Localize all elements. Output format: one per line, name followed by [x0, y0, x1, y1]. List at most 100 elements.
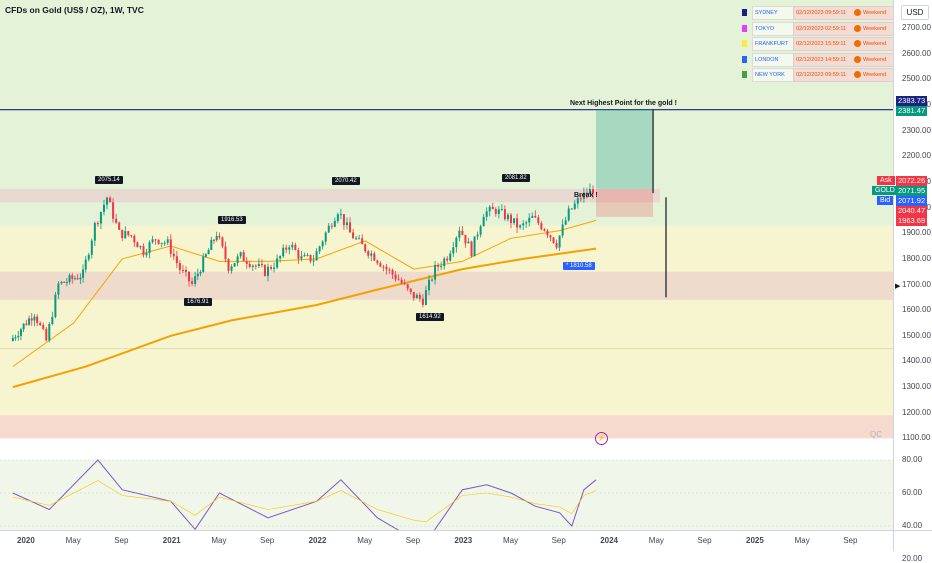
price-axis[interactable]: 2700.002600.002500.002400.002300.002200.…	[893, 0, 932, 563]
candle-body	[45, 328, 48, 341]
session-status: Weekend	[863, 56, 887, 63]
price-tick-label: 1300.00	[902, 382, 931, 392]
candle-body	[424, 290, 427, 305]
candle-body	[409, 288, 412, 293]
callout-1810: * 1810.58	[563, 262, 595, 270]
candle-body	[415, 295, 418, 299]
candle-body	[181, 269, 184, 271]
candle-body	[28, 318, 31, 325]
candle-body	[592, 189, 595, 194]
price-chart[interactable]	[0, 0, 893, 530]
profit-zone	[596, 109, 654, 190]
candle-body	[133, 235, 136, 243]
candle-body	[464, 234, 467, 244]
candle-body	[431, 279, 434, 281]
symbol-title: CFDs on Gold (US$ / OZ), 1W, TVC	[5, 5, 144, 15]
candle-body	[567, 208, 570, 221]
price-tick-label: 2700.00	[902, 23, 931, 32]
candle-body	[306, 254, 309, 256]
candle-body	[204, 254, 207, 257]
candle-body	[373, 253, 376, 261]
candle-body	[449, 253, 452, 261]
candle-body	[39, 322, 42, 326]
candle-body	[358, 238, 361, 240]
candle-body	[109, 197, 112, 203]
candle-body	[151, 239, 154, 243]
candle-body	[412, 292, 415, 299]
time-tick-label: Sep	[697, 536, 712, 545]
session-color-swatch	[742, 9, 747, 16]
rsi-line	[12, 459, 597, 530]
lightning-icon[interactable]: ⚡	[595, 432, 608, 445]
candle-body	[71, 275, 74, 279]
bid-price-tag: 2071.92	[896, 196, 928, 206]
candle-body	[142, 246, 145, 256]
session-time: 02/12/2023 15:59:11 Weekend	[793, 37, 893, 51]
candle-body	[300, 256, 303, 259]
candle-body	[361, 238, 364, 245]
candle-body	[145, 252, 148, 256]
candle-body	[564, 220, 567, 225]
candle-body	[282, 247, 285, 257]
price-tick-label: 2300.00	[902, 125, 931, 135]
price-tick-label: 1800.00	[902, 253, 931, 263]
break-annotation: Break !	[574, 192, 598, 199]
candle-body	[452, 247, 455, 254]
weekend-icon	[854, 9, 861, 16]
candle-body	[87, 254, 90, 260]
candle-body	[573, 203, 576, 210]
candle-body	[42, 325, 45, 329]
candle-body	[63, 281, 66, 283]
candle-body	[51, 317, 54, 325]
candle-body	[288, 247, 291, 250]
symbol-label: GOLD	[872, 186, 898, 195]
candle-body	[291, 244, 294, 248]
candle-body	[309, 254, 312, 262]
session-time-text: 02/12/2023 14:59:11	[796, 56, 847, 63]
session-time-text: 02/12/2023 02:59:11	[796, 25, 847, 32]
candle-body	[491, 206, 494, 210]
time-axis[interactable]: 2020 May Sep 2021 May Sep 2022 May Sep 2023 May Sep…	[0, 530, 893, 551]
target-low-tag: 2381.47	[896, 106, 928, 116]
candle-body	[118, 222, 121, 230]
candle-body	[537, 217, 540, 224]
session-row-sydney: SYDNEY 02/12/2023 09:59:11 Weekend	[740, 6, 893, 20]
weekend-icon	[854, 55, 861, 63]
callout-1916: 1916.53	[218, 216, 246, 224]
candle-body	[519, 225, 522, 228]
callout-2081: 2081.82	[502, 174, 530, 182]
candle-body	[473, 236, 476, 257]
candle-body	[267, 266, 269, 276]
chart-area[interactable]: CFDs on Gold (US$ / OZ), 1W, TVC SYDNEY 0…	[0, 0, 893, 530]
bg-upper-zone	[0, 0, 893, 226]
weekend-icon	[854, 71, 861, 78]
candle-body	[339, 214, 342, 216]
candle-body	[22, 323, 25, 330]
candle-body	[210, 239, 213, 251]
candle-body	[68, 275, 71, 282]
candle-body	[294, 244, 297, 251]
candle-body	[321, 241, 324, 247]
last-price-tag: 2071.95	[896, 186, 928, 196]
weekend-icon	[854, 40, 861, 47]
supply-zone	[0, 189, 660, 203]
callout-1614: 1614.92	[416, 313, 444, 321]
currency-button[interactable]: USD	[901, 5, 929, 20]
callout-2075: 2075.14	[95, 176, 123, 184]
candle-body	[355, 238, 358, 240]
candle-body	[11, 337, 14, 341]
candle-body	[585, 192, 588, 195]
candle-body	[233, 263, 236, 267]
scroll-arrow-icon[interactable]: ▶	[895, 283, 901, 290]
candle-body	[130, 235, 133, 237]
candle-body	[227, 259, 230, 271]
candle-body	[172, 253, 175, 257]
time-tick-label: May	[357, 536, 373, 545]
candle-body	[127, 231, 130, 236]
candle-body	[260, 263, 263, 266]
candle-body	[315, 251, 318, 261]
callout-1676: 1676.91	[184, 298, 212, 306]
candle-body	[17, 335, 20, 338]
candle-body	[443, 258, 446, 267]
candle-body	[285, 247, 288, 250]
